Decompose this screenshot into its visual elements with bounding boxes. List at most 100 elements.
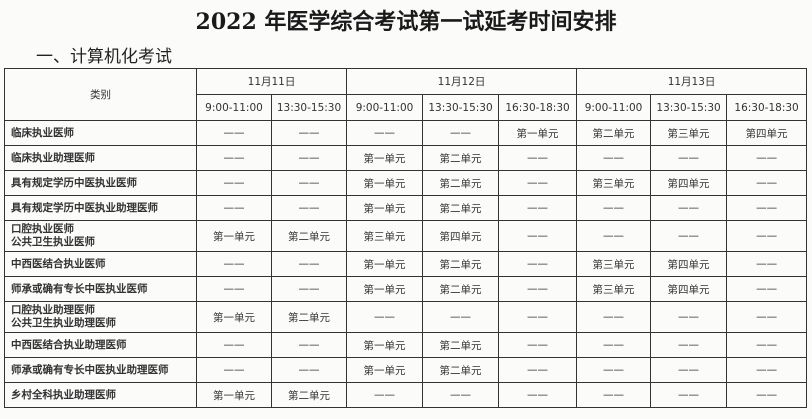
schedule-cell: ——	[270, 145, 348, 171]
category-label: 师承或确有专长中医执业助理医师	[11, 363, 169, 376]
schedule-cell: ——	[498, 357, 578, 383]
schedule-cell: ——	[346, 301, 424, 333]
schedule-cell: ——	[726, 251, 808, 277]
date-header: 11月12日	[346, 68, 578, 95]
schedule-cell: ——	[346, 382, 424, 408]
exam-schedule-table: 类别 11月11日 11月12日 11月13日 9:00-11:00 13:30-15…	[4, 68, 808, 408]
schedule-cell: 第三单元	[346, 220, 424, 252]
table-row: 师承或确有专长中医执业助理医师 —— —— 第一单元 第二单元 —— —— —— ——	[4, 357, 808, 383]
schedule-cell: ——	[576, 382, 652, 408]
time-slot-header: 13:30-15:30	[422, 94, 500, 121]
schedule-cell: 第二单元	[422, 357, 500, 383]
schedule-cell: ——	[196, 251, 272, 277]
schedule-cell: 第一单元	[346, 357, 424, 383]
schedule-cell: ——	[196, 120, 272, 146]
schedule-cell: ——	[196, 170, 272, 196]
category-cell: 具有规定学历中医执业医师	[4, 170, 197, 196]
schedule-cell: ——	[498, 251, 578, 277]
schedule-cell: 第四单元	[650, 170, 728, 196]
schedule-cell: ——	[726, 220, 808, 252]
schedule-cell: 第一单元	[346, 145, 424, 171]
category-label: 公共卫生执业医师	[11, 236, 95, 248]
schedule-cell: 第一单元	[346, 276, 424, 302]
schedule-cell: 第一单元	[346, 195, 424, 221]
time-slot-header: 13:30-15:30	[270, 94, 348, 121]
schedule-cell: ——	[196, 357, 272, 383]
schedule-cell: 第二单元	[270, 301, 348, 333]
schedule-cell: 第一单元	[196, 301, 272, 333]
table-row: 临床执业助理医师 —— —— 第一单元 第二单元 —— —— —— ——	[4, 145, 808, 171]
schedule-cell: ——	[576, 195, 652, 221]
category-label: 中西医结合执业助理医师	[11, 338, 127, 351]
schedule-cell: ——	[650, 301, 728, 333]
schedule-cell: ——	[576, 220, 652, 252]
category-label: 中西医结合执业医师	[11, 257, 106, 270]
schedule-cell: 第一单元	[196, 220, 272, 252]
category-cell: 乡村全科执业助理医师	[4, 382, 197, 408]
category-label: 师承或确有专长中医执业医师	[11, 282, 148, 295]
schedule-cell: ——	[576, 332, 652, 358]
schedule-cell: ——	[576, 145, 652, 171]
table-row: 口腔执业助理医师 公共卫生执业助理医师 第一单元 第二单元 —— —— —— —— —— ——	[4, 301, 808, 333]
schedule-cell: ——	[196, 195, 272, 221]
schedule-cell: 第一单元	[498, 120, 578, 146]
category-cell: 师承或确有专长中医执业助理医师	[4, 357, 197, 383]
table-row: 临床执业医师 —— —— —— —— 第一单元 第二单元 第三单元 第四单元	[4, 120, 808, 146]
table-row: 师承或确有专长中医执业医师 —— —— 第一单元 第二单元 —— 第三单元 第四单元 ——	[4, 276, 808, 302]
category-cell: 临床执业助理医师	[4, 145, 197, 171]
category-cell: 师承或确有专长中医执业医师	[4, 276, 197, 302]
schedule-cell: ——	[270, 251, 348, 277]
schedule-cell: 第二单元	[422, 332, 500, 358]
schedule-cell: ——	[726, 145, 808, 171]
schedule-cell: ——	[650, 220, 728, 252]
schedule-cell: ——	[498, 332, 578, 358]
date-header: 11月11日	[195, 68, 348, 95]
category-cell: 临床执业医师	[4, 120, 197, 146]
category-cell: 中西医结合执业医师	[4, 251, 197, 277]
schedule-cell: ——	[422, 120, 500, 146]
schedule-cell: ——	[498, 170, 578, 196]
schedule-cell: ——	[498, 382, 578, 408]
schedule-cell: 第一单元	[196, 382, 272, 408]
schedule-cell: 第四单元	[650, 251, 728, 277]
table-row: 具有规定学历中医执业医师 —— —— 第一单元 第二单元 —— 第三单元 第四单元 ——	[4, 170, 808, 196]
schedule-cell: ——	[270, 195, 348, 221]
category-cell: 口腔执业医师 公共卫生执业医师	[4, 220, 197, 252]
schedule-cell: 第四单元	[726, 120, 808, 146]
schedule-cell: 第三单元	[576, 251, 652, 277]
schedule-cell: ——	[270, 120, 348, 146]
section-heading: 一、计算机化考试	[36, 47, 172, 67]
schedule-cell: ——	[650, 357, 728, 383]
schedule-cell: ——	[726, 301, 808, 333]
schedule-cell: ——	[498, 145, 578, 171]
schedule-cell: 第一单元	[346, 170, 424, 196]
schedule-cell: 第二单元	[422, 170, 500, 196]
schedule-cell: ——	[422, 301, 500, 333]
schedule-cell: 第三单元	[576, 170, 652, 196]
schedule-cell: ——	[650, 332, 728, 358]
time-slot-header: 13:30-15:30	[650, 94, 728, 121]
time-slot-header: 9:00-11:00	[346, 94, 424, 121]
schedule-cell: ——	[196, 276, 272, 302]
schedule-cell: 第二单元	[270, 382, 348, 408]
document-title: 2022 年医学综合考试第一试延考时间安排	[195, 9, 617, 35]
time-slot-header: 9:00-11:00	[196, 94, 272, 121]
category-cell: 中西医结合执业助理医师	[4, 332, 197, 358]
schedule-cell: ——	[498, 220, 578, 252]
schedule-cell: 第四单元	[422, 220, 500, 252]
schedule-cell: ——	[270, 170, 348, 196]
schedule-cell: 第二单元	[270, 220, 348, 252]
schedule-cell: ——	[726, 357, 808, 383]
schedule-cell: ——	[346, 120, 424, 146]
schedule-cell: ——	[650, 145, 728, 171]
category-label: 口腔执业助理医师	[11, 304, 95, 316]
time-slot-header: 16:30-18:30	[726, 94, 808, 121]
schedule-cell: ——	[196, 332, 272, 358]
category-header: 类别	[4, 68, 197, 121]
schedule-cell: ——	[422, 382, 500, 408]
schedule-cell: ——	[726, 195, 808, 221]
schedule-cell: 第二单元	[422, 276, 500, 302]
category-cell: 具有规定学历中医执业助理医师	[4, 195, 197, 221]
schedule-cell: ——	[576, 357, 652, 383]
category-label: 乡村全科执业助理医师	[11, 388, 116, 401]
